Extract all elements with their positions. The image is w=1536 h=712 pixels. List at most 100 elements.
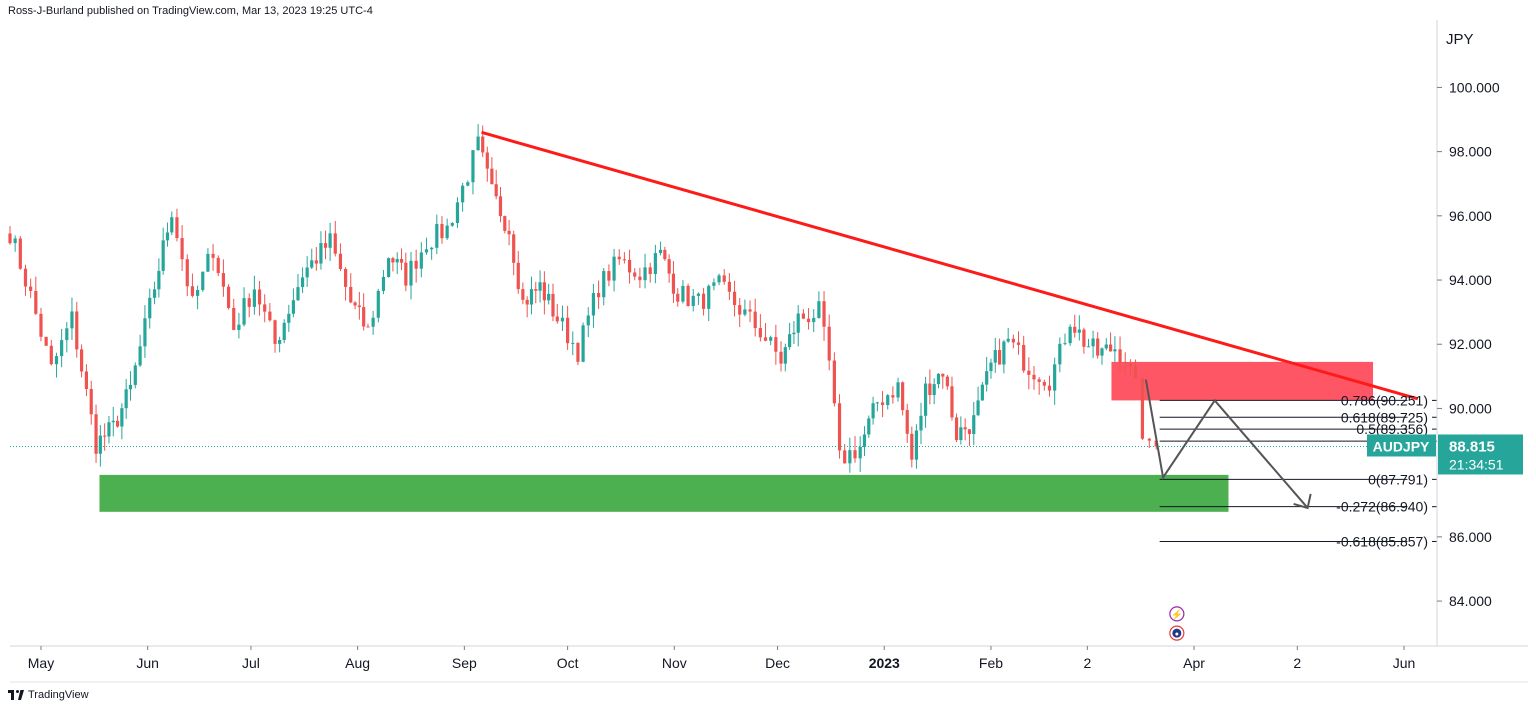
price-badge-value: 88.815: [1449, 438, 1495, 455]
symbol-badge: [1367, 434, 1436, 457]
candle: [161, 227, 165, 275]
candle: [152, 281, 157, 305]
descending-trendline: [481, 130, 1419, 401]
candle: [571, 331, 575, 356]
candle-body: [727, 281, 731, 292]
candle-body: [70, 311, 74, 329]
tradingview-logo-icon[interactable]: [8, 690, 24, 700]
candle: [691, 288, 695, 312]
candle-body: [115, 420, 120, 427]
candle: [848, 437, 852, 473]
candle-body: [1006, 338, 1010, 342]
candle-body: [498, 196, 503, 217]
candle: [753, 298, 757, 337]
candle: [769, 335, 773, 346]
candle-body: [414, 260, 418, 269]
candle-body: [581, 325, 585, 362]
candle: [581, 322, 585, 363]
candle: [976, 386, 980, 417]
candle-body: [748, 309, 752, 312]
candle: [886, 393, 890, 410]
candle: [941, 373, 945, 389]
candle: [60, 328, 64, 368]
candle: [1104, 338, 1108, 351]
candle-body: [658, 249, 663, 254]
candle-body: [919, 415, 923, 431]
fib-level-label: 0.618(89.725): [1341, 409, 1428, 425]
candle-body: [247, 298, 251, 307]
candle-body: [738, 305, 742, 315]
candle-body: [671, 273, 676, 294]
candle-body: [976, 400, 980, 416]
candle: [596, 280, 601, 309]
candle-body: [44, 336, 48, 346]
candle: [252, 275, 256, 315]
candle-body: [571, 342, 575, 344]
y-tick-label: 92.000: [1449, 336, 1492, 352]
candle: [1118, 336, 1122, 372]
candle: [120, 403, 124, 440]
candle: [722, 269, 726, 285]
candle: [738, 297, 742, 328]
candle: [919, 402, 923, 445]
candle-body: [143, 318, 147, 347]
candle: [566, 305, 570, 350]
candle-body: [310, 260, 314, 268]
y-tick-label: 100.000: [1449, 79, 1500, 95]
candle-body: [1133, 366, 1138, 379]
candle-body: [232, 307, 236, 330]
candle-body: [157, 270, 161, 290]
candle: [1022, 335, 1026, 373]
candle-body: [743, 309, 747, 315]
candle: [853, 436, 857, 463]
candle-body: [886, 395, 890, 406]
candle-body: [49, 345, 53, 365]
candle: [788, 322, 792, 350]
candle: [216, 255, 220, 277]
candle: [858, 436, 862, 472]
y-tick-label: 86.000: [1449, 529, 1492, 545]
candle: [910, 426, 914, 468]
candle-body: [722, 275, 726, 282]
candle: [551, 283, 555, 322]
candle: [681, 280, 685, 304]
candle: [779, 341, 783, 372]
candle-body: [1113, 349, 1117, 352]
currency-label: JPY: [1446, 31, 1474, 48]
x-tick-label: 2: [1083, 655, 1091, 671]
candle: [399, 248, 404, 271]
candle-body: [566, 317, 570, 344]
candle-body: [686, 285, 690, 306]
candle: [430, 246, 434, 260]
candle-body: [576, 342, 580, 362]
candle-body: [534, 289, 538, 291]
candle-body: [490, 168, 494, 185]
drawings-layer: 0.786(90.251)0.618(89.725)0.5(89.356)0.3…: [10, 130, 1437, 641]
candle-body: [226, 286, 231, 308]
x-tick-label: Nov: [662, 655, 687, 671]
lightning-event-icon: ⚡: [1169, 606, 1185, 622]
candle-body: [424, 249, 429, 253]
candle-body: [923, 383, 928, 416]
publisher-caption: Ross-J-Burland published on TradingView.…: [8, 5, 373, 17]
event-icon-glyph: ●: [1175, 631, 1179, 638]
candle: [148, 288, 152, 329]
supply-zone: [1111, 361, 1374, 401]
candle: [175, 208, 179, 242]
zones-layer: [99, 361, 1374, 512]
candle-body: [1047, 385, 1052, 391]
candle: [701, 287, 706, 316]
candle-body: [333, 233, 337, 254]
candle-body: [875, 402, 879, 404]
candle-body: [817, 301, 821, 318]
candle: [1108, 332, 1113, 352]
demand-zone: [99, 474, 1229, 512]
candle-body: [8, 233, 12, 244]
candle: [1147, 437, 1151, 449]
footer-brand[interactable]: TradingView: [28, 689, 89, 701]
candle-body: [681, 285, 685, 302]
candle: [18, 236, 22, 270]
candle: [822, 291, 826, 341]
candle-body: [252, 289, 256, 307]
